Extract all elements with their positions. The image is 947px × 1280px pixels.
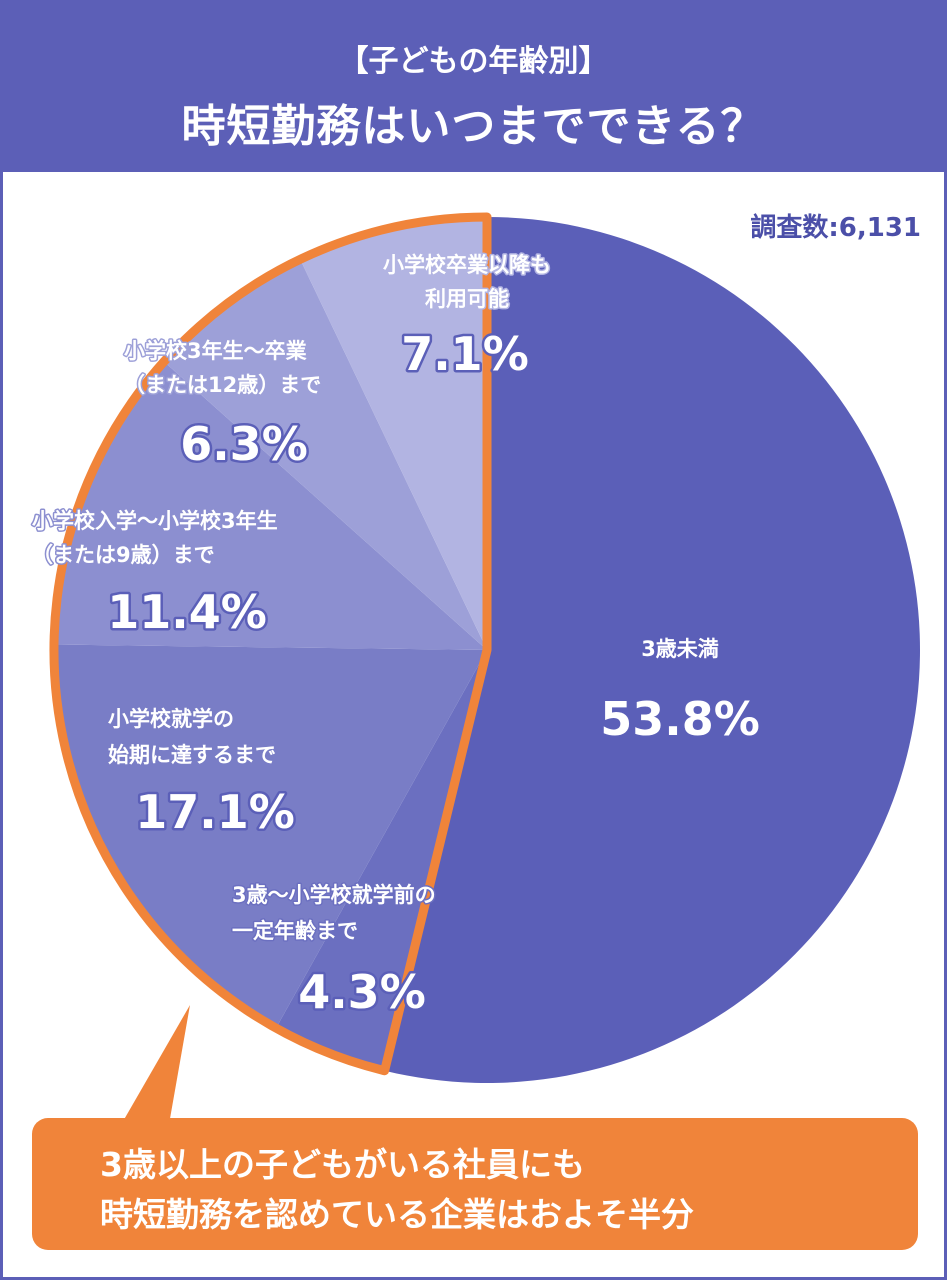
slice-value-label: 17.1% bbox=[135, 785, 295, 839]
slice-label: 小学校就学の始期に達するまで bbox=[108, 707, 276, 767]
highlight-outline bbox=[49, 212, 492, 1076]
pie-slice bbox=[54, 361, 488, 650]
pie-slice bbox=[300, 217, 487, 650]
callout-pointer bbox=[118, 1005, 190, 1130]
callout-text: 3歳以上の子どもがいる社員にも 時短勤務を認めている企業はおよそ半分 bbox=[100, 1140, 900, 1240]
slice-label: 小学校卒業以降も利用可能 bbox=[383, 253, 551, 311]
slice-value-label: 4.3% bbox=[298, 965, 426, 1019]
slice-label: 小学校入学〜小学校3年生（または9歳）まで bbox=[32, 509, 278, 567]
slice-label: 3歳未満 bbox=[641, 637, 719, 661]
pie-slice bbox=[164, 259, 487, 650]
chart-subtitle: 【子どもの年齢別】 bbox=[338, 44, 609, 79]
sample-size-label: 調査数:6,131 bbox=[750, 213, 921, 243]
callout-line: 3歳以上の子どもがいる社員にも bbox=[100, 1145, 585, 1184]
callout-box bbox=[32, 1118, 918, 1250]
slice-value-label: 11.4% bbox=[107, 585, 267, 639]
slice-value-label: 53.8% bbox=[600, 692, 760, 746]
callout-line: 時短勤務を認めている企業はおよそ半分 bbox=[100, 1195, 694, 1234]
pie-slice bbox=[384, 217, 920, 1083]
slice-value-label: 6.3% bbox=[180, 417, 308, 471]
chart-title: 時短勤務はいつまでできる？ bbox=[181, 101, 766, 152]
slice-value-label: 7.1% bbox=[401, 327, 529, 381]
header-banner: 【子どもの年齢別】 時短勤務はいつまでできる？ bbox=[0, 0, 947, 172]
pie-slice bbox=[276, 650, 487, 1071]
slice-label: 小学校3年生〜卒業（または12歳）まで bbox=[124, 339, 321, 397]
slice-label: 3歳〜小学校就学前の一定年齢まで bbox=[232, 883, 436, 943]
